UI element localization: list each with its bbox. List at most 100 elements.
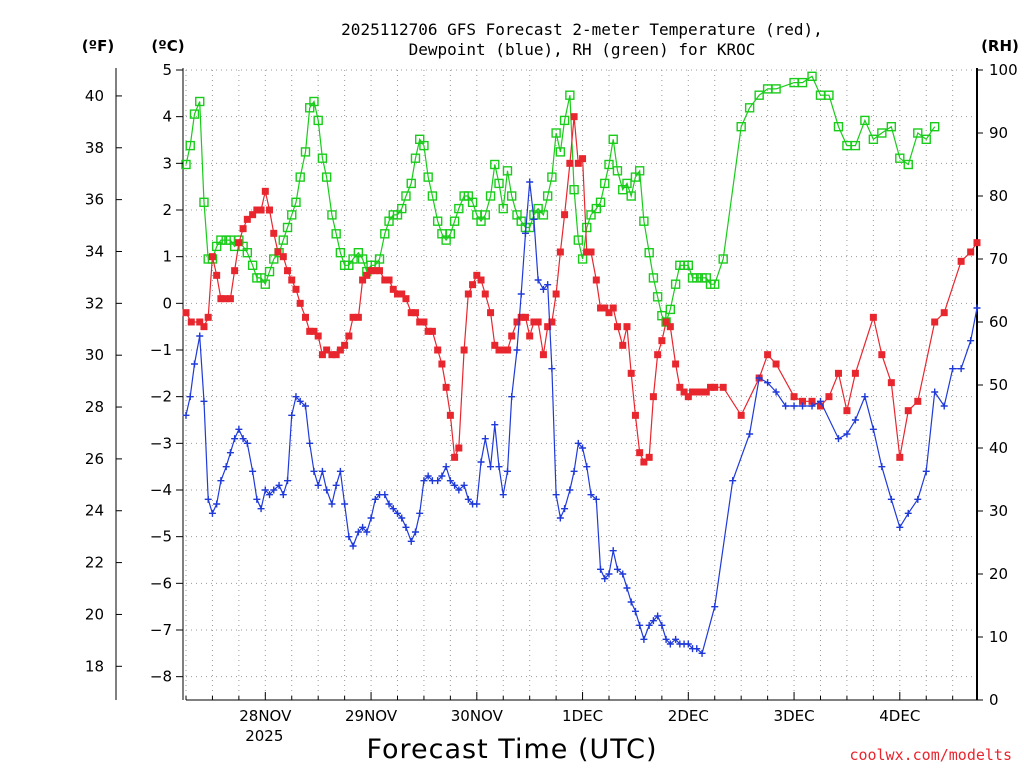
temperature-point	[609, 304, 617, 312]
rh-point	[573, 235, 584, 245]
temperature-point	[693, 388, 701, 396]
dewpoint-point	[359, 523, 367, 531]
x-tick-sublabel: 2025	[245, 727, 283, 745]
dewpoint-point	[931, 388, 939, 396]
dewpoint-point	[672, 635, 680, 643]
dewpoint-point	[204, 495, 212, 503]
rh-point	[410, 153, 421, 163]
temperature-point	[719, 383, 727, 391]
temperature-point	[318, 351, 326, 359]
fahrenheit-tick-label: 34	[85, 242, 104, 260]
dewpoint-point	[601, 575, 609, 583]
dewpoint-point	[235, 425, 243, 433]
dewpoint-point	[957, 365, 965, 373]
dewpoint-point	[631, 607, 639, 615]
temperature-point	[284, 267, 292, 275]
temperature-point	[623, 323, 631, 331]
dewpoint-point	[922, 467, 930, 475]
rh-point	[445, 229, 456, 239]
temperature-point	[226, 295, 234, 303]
temperature-point	[587, 248, 595, 256]
dewpoint-point	[973, 304, 981, 312]
celsius-tick-label: −6	[150, 574, 172, 592]
celsius-tick-label: −1	[150, 341, 172, 359]
dewpoint-point	[243, 439, 251, 447]
rh-point	[454, 203, 464, 214]
rh-tick-label: 60	[989, 313, 1008, 331]
temperature-point	[253, 206, 261, 214]
dewpoint-point	[808, 402, 816, 410]
rh-point	[507, 191, 517, 201]
dewpoint-point	[556, 514, 564, 522]
dewpoint-point	[336, 467, 344, 475]
rh-point	[771, 84, 781, 94]
dewpoint-point	[332, 481, 340, 489]
x-tick-label: 1DEC	[562, 707, 603, 725]
rh-point	[195, 96, 205, 107]
rh-point	[895, 153, 905, 163]
dewpoint-point	[477, 458, 485, 466]
celsius-tick-label: −2	[150, 388, 172, 406]
rh-point	[494, 178, 504, 189]
temperature-point	[349, 313, 357, 321]
rh-point	[547, 172, 557, 182]
temperature-point	[257, 206, 265, 214]
dewpoint-point	[208, 509, 216, 517]
rh-point	[886, 121, 897, 132]
celsius-tick-label: 0	[162, 294, 172, 312]
fahrenheit-tick-label: 18	[85, 657, 104, 675]
rh-point	[216, 235, 226, 245]
temperature-point	[887, 379, 895, 387]
dewpoint-point	[345, 533, 353, 541]
dewpoint-point	[301, 402, 309, 410]
dewpoint-point	[605, 570, 613, 578]
dewpoint-point	[385, 500, 393, 508]
dewpoint-point	[381, 491, 389, 499]
rh-point	[648, 273, 659, 283]
celsius-unit-label: (ºC)	[151, 37, 184, 55]
dewpoint-point	[662, 635, 670, 643]
temperature-point	[605, 309, 613, 317]
rh-point	[551, 128, 561, 138]
credit-link[interactable]: coolwx.com/modelts	[849, 746, 1012, 764]
dewpoint-point	[790, 402, 798, 410]
dewpoint-point	[222, 463, 230, 471]
rh-tick-label: 30	[989, 502, 1008, 520]
temperature-point	[737, 411, 745, 419]
rh-tick-label: 40	[989, 439, 1008, 457]
rh-point	[380, 229, 390, 239]
dewpoint-point	[182, 411, 190, 419]
temperature-point	[896, 453, 904, 461]
temperature-point	[534, 318, 542, 326]
rh-point	[502, 166, 513, 176]
rh-point	[181, 159, 191, 170]
rh-point	[406, 178, 416, 189]
rh-point	[652, 292, 663, 302]
temperature-point	[438, 360, 446, 368]
dewpoint-point	[583, 463, 591, 471]
temperature-point	[503, 346, 511, 354]
rh-tick-label: 10	[989, 628, 1008, 646]
dewpoint-point	[587, 491, 595, 499]
temperature-point	[931, 318, 939, 326]
temperature-point	[296, 299, 304, 307]
rh-point	[665, 304, 676, 315]
temperature-point	[940, 309, 948, 317]
temperature-point	[698, 388, 706, 396]
temperature-point	[579, 155, 587, 163]
temperature-point	[676, 383, 684, 391]
temperature-point	[799, 397, 807, 405]
rh-point	[291, 197, 301, 208]
temperature-point	[825, 393, 833, 401]
rh-point	[321, 172, 332, 182]
rh-point	[569, 184, 579, 195]
temperature-point	[904, 407, 912, 415]
rh-point	[608, 134, 618, 145]
celsius-tick-label: 1	[162, 248, 172, 266]
temperature-point	[627, 369, 635, 377]
temperature-point	[341, 341, 349, 349]
rh-point	[287, 210, 297, 220]
x-tick-label: 28NOV	[239, 707, 292, 725]
rh-point	[577, 254, 588, 264]
rh-point	[683, 260, 694, 270]
